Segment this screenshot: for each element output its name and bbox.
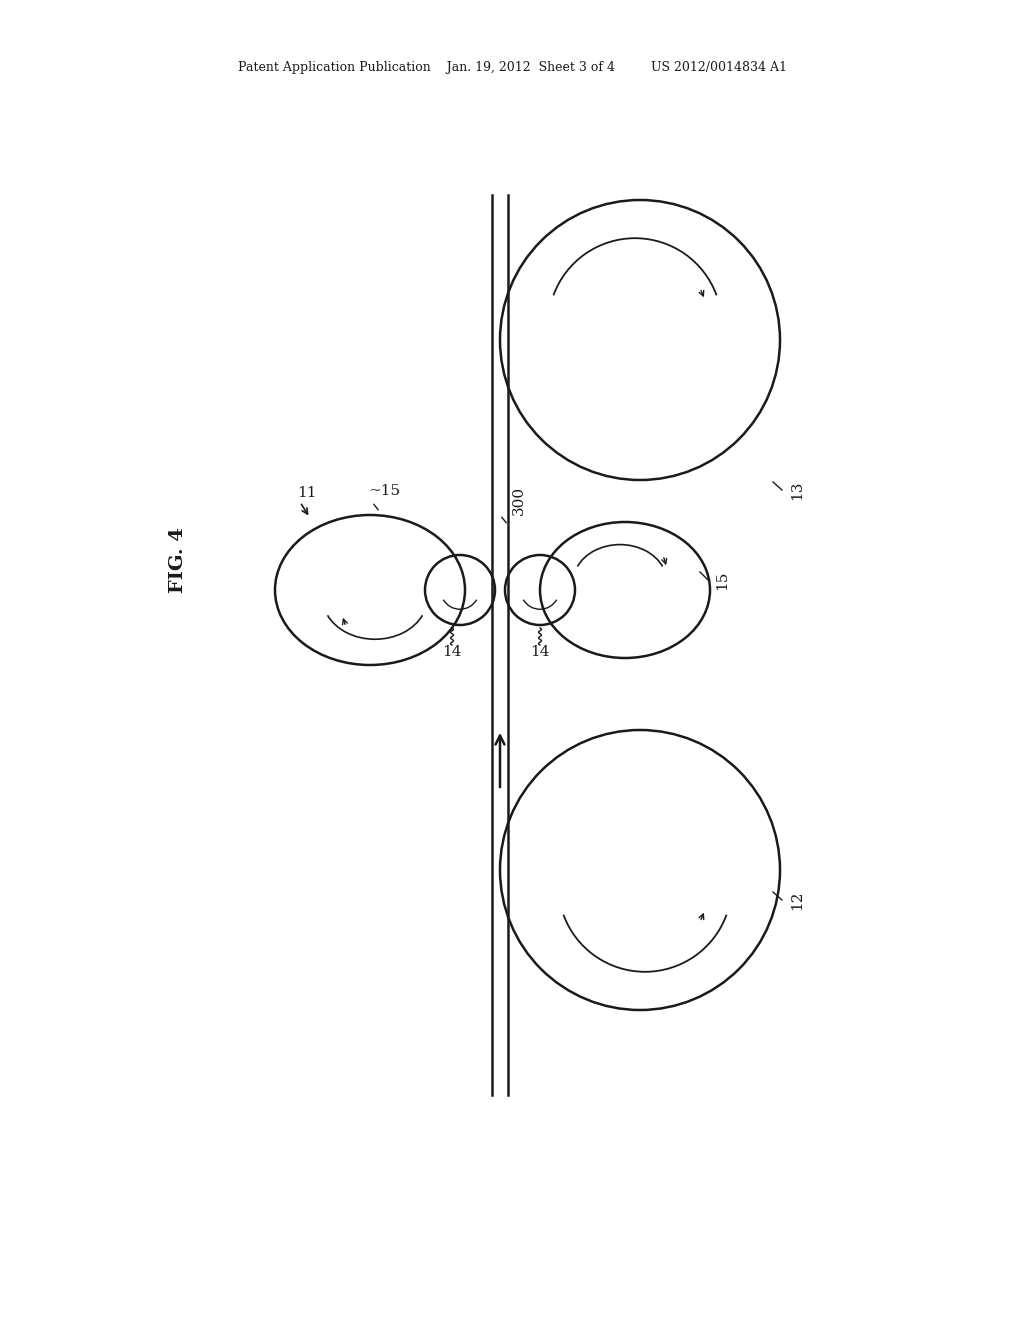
Text: Patent Application Publication    Jan. 19, 2012  Sheet 3 of 4         US 2012/00: Patent Application Publication Jan. 19, … [238, 62, 786, 74]
Text: ~15: ~15 [368, 484, 400, 498]
Text: 14: 14 [442, 645, 462, 659]
Text: 14: 14 [530, 645, 550, 659]
Text: 15: 15 [715, 570, 729, 590]
Text: 12: 12 [790, 890, 804, 909]
Text: FIG. 4: FIG. 4 [169, 527, 187, 593]
Text: 11: 11 [297, 486, 316, 500]
Text: 300: 300 [512, 486, 526, 515]
Text: 13: 13 [790, 480, 804, 500]
